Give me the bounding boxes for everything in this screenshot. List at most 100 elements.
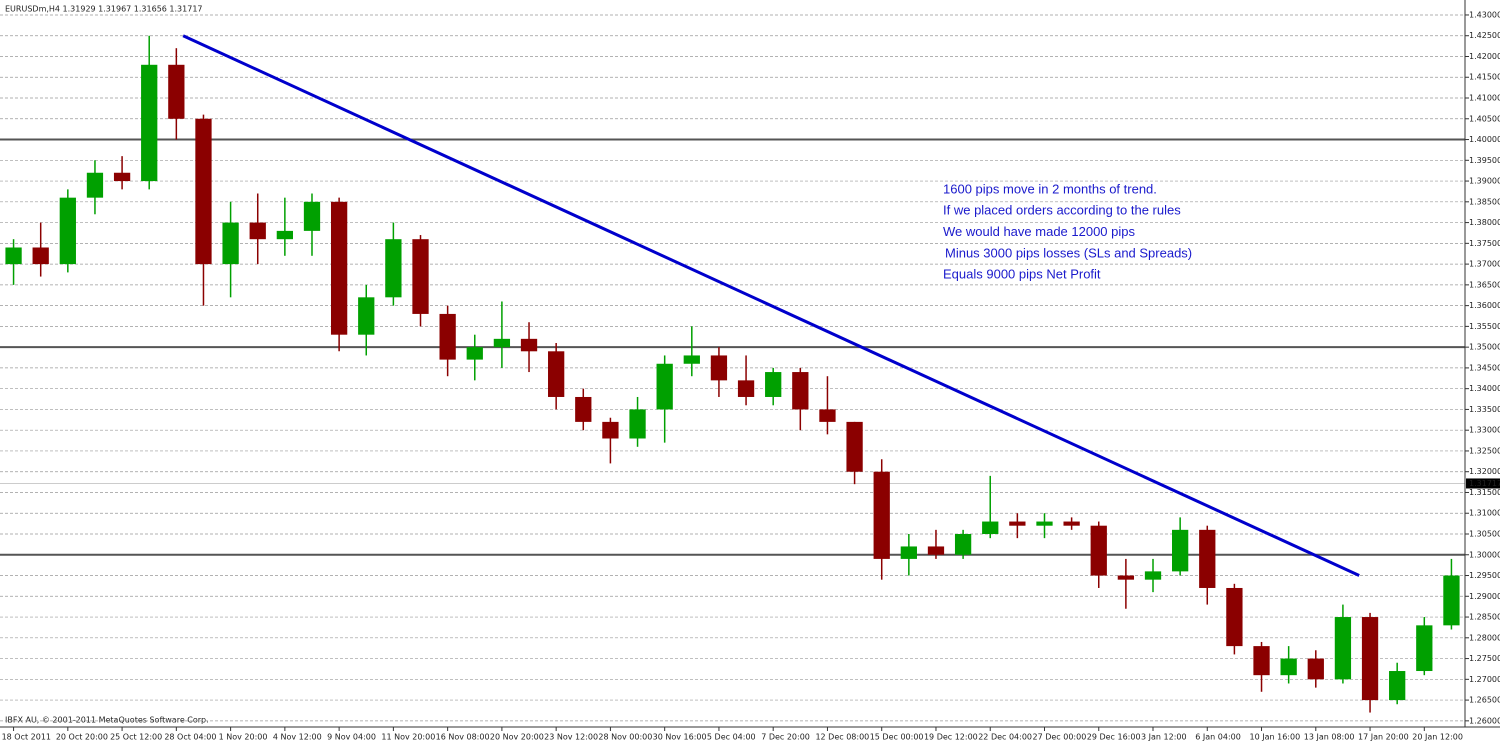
chart-title: EURUSDm,H4 1.31929 1.31967 1.31656 1.317… (5, 5, 203, 14)
y-tick-label: 1.34000 (1469, 384, 1500, 393)
candle-body (656, 363, 673, 410)
x-tick-label: 20 Oct 20:00 (56, 733, 108, 742)
y-tick-label: 1.29000 (1469, 592, 1500, 601)
candle-body (1416, 625, 1433, 672)
candle-body (276, 230, 293, 240)
candle-body (927, 546, 945, 555)
candle-body (1280, 658, 1297, 676)
candle-body (954, 533, 972, 555)
candle-body (1117, 575, 1135, 580)
annotation: If we placed orders according to the rul… (943, 203, 1181, 218)
y-tick-label: 1.39500 (1469, 156, 1500, 165)
y-tick-label: 1.33500 (1469, 405, 1500, 414)
y-tick-label: 1.35000 (1469, 343, 1500, 352)
x-tick-label: 15 Dec 00:00 (870, 733, 924, 742)
y-tick-label: 1.26000 (1469, 716, 1500, 725)
x-tick-label: 29 Dec 16:00 (1087, 733, 1141, 742)
candle-body (1172, 529, 1189, 572)
x-tick-label: 18 Oct 2011 (2, 733, 51, 742)
x-tick-label: 9 Nov 04:00 (327, 733, 376, 742)
x-tick-label: 28 Nov 00:00 (598, 733, 652, 742)
x-tick-label: 5 Dec 04:00 (707, 733, 756, 742)
candle-body (249, 222, 266, 240)
y-tick-label: 1.38000 (1469, 218, 1500, 227)
candle-body (141, 64, 158, 182)
candle-body (493, 338, 511, 348)
candle-body (5, 247, 22, 265)
current-price-label: 1.31717 (1469, 479, 1500, 488)
x-tick-label: 6 Jan 04:00 (1195, 733, 1241, 742)
candle-body (792, 372, 809, 410)
candle-body (575, 396, 592, 422)
x-tick-label: 20 Jan 12:00 (1412, 733, 1463, 742)
x-tick-label: 10 Jan 16:00 (1250, 733, 1301, 742)
candle-body (1009, 521, 1026, 526)
candle-body (1199, 529, 1216, 588)
y-tick-label: 1.32000 (1469, 467, 1500, 476)
y-tick-label: 1.30000 (1469, 550, 1500, 559)
candle-body (412, 239, 429, 314)
y-tick-label: 1.30500 (1469, 529, 1500, 538)
candle-body (439, 313, 456, 360)
x-tick-label: 1 Nov 20:00 (219, 733, 268, 742)
candle-body (1090, 525, 1107, 576)
candle-body (385, 239, 402, 298)
y-tick-label: 1.37500 (1469, 239, 1500, 248)
y-tick-label: 1.34500 (1469, 363, 1500, 372)
candle-body (1036, 521, 1053, 526)
candle-body (548, 351, 565, 397)
x-tick-label: 28 Oct 04:00 (164, 733, 216, 742)
candle-body (330, 201, 348, 335)
candle-body (765, 372, 782, 397)
y-tick-label: 1.26500 (1469, 696, 1500, 705)
x-tick-label: 3 Jan 12:00 (1141, 733, 1187, 742)
candle-body (1443, 575, 1460, 626)
candle-body (303, 201, 321, 231)
y-tick-label: 1.31000 (1469, 509, 1500, 518)
candle-body (32, 247, 49, 265)
candle-body (1334, 617, 1352, 680)
candle-body (819, 409, 836, 422)
candle-body (113, 172, 131, 182)
y-tick-label: 1.36000 (1469, 301, 1500, 310)
y-tick-label: 1.32500 (1469, 446, 1500, 455)
candle-body (1063, 521, 1080, 526)
x-tick-label: 25 Oct 12:00 (110, 733, 162, 742)
current-price-box (1466, 478, 1500, 489)
candle-body (168, 64, 185, 119)
candle-body (222, 222, 239, 265)
annotation: We would have made 12000 pips (943, 224, 1135, 239)
trend-line (182, 34, 1360, 577)
candle-body (1389, 671, 1406, 701)
candle-body (602, 421, 619, 439)
x-tick-label: 7 Dec 20:00 (761, 733, 810, 742)
y-tick-label: 1.42000 (1469, 52, 1500, 61)
candle-body (86, 172, 104, 198)
y-tick-label: 1.33000 (1469, 426, 1500, 435)
y-tick-label: 1.41500 (1469, 73, 1500, 82)
y-tick-label: 1.35500 (1469, 322, 1500, 331)
candle-body (982, 521, 999, 534)
y-tick-label: 1.43000 (1469, 10, 1500, 19)
y-tick-label: 1.39000 (1469, 177, 1500, 186)
x-tick-label: 12 Dec 08:00 (815, 733, 869, 742)
candle-body (1226, 587, 1243, 647)
y-tick-label: 1.38500 (1469, 197, 1500, 206)
watermark: IBFX AU, © 2001-2011 MetaQuotes Software… (5, 716, 209, 725)
x-tick-label: 30 Nov 16:00 (653, 733, 707, 742)
annotation: 1600 pips move in 2 months of trend. (943, 181, 1157, 196)
candle-body (520, 338, 538, 352)
y-tick-label: 1.31500 (1469, 488, 1500, 497)
candle-body (846, 421, 863, 472)
candle-body (629, 409, 646, 439)
y-tick-label: 1.28000 (1469, 633, 1500, 642)
x-tick-label: 16 Nov 08:00 (436, 733, 490, 742)
x-tick-label: 13 Jan 08:00 (1304, 733, 1355, 742)
x-tick-label: 19 Dec 12:00 (924, 733, 978, 742)
candle-body (1253, 646, 1270, 676)
y-tick-label: 1.27000 (1469, 675, 1500, 684)
x-tick-label: 4 Nov 12:00 (273, 733, 322, 742)
x-tick-label: 27 Dec 00:00 (1032, 733, 1086, 742)
annotation: Equals 9000 pips Net Profit (943, 267, 1101, 282)
